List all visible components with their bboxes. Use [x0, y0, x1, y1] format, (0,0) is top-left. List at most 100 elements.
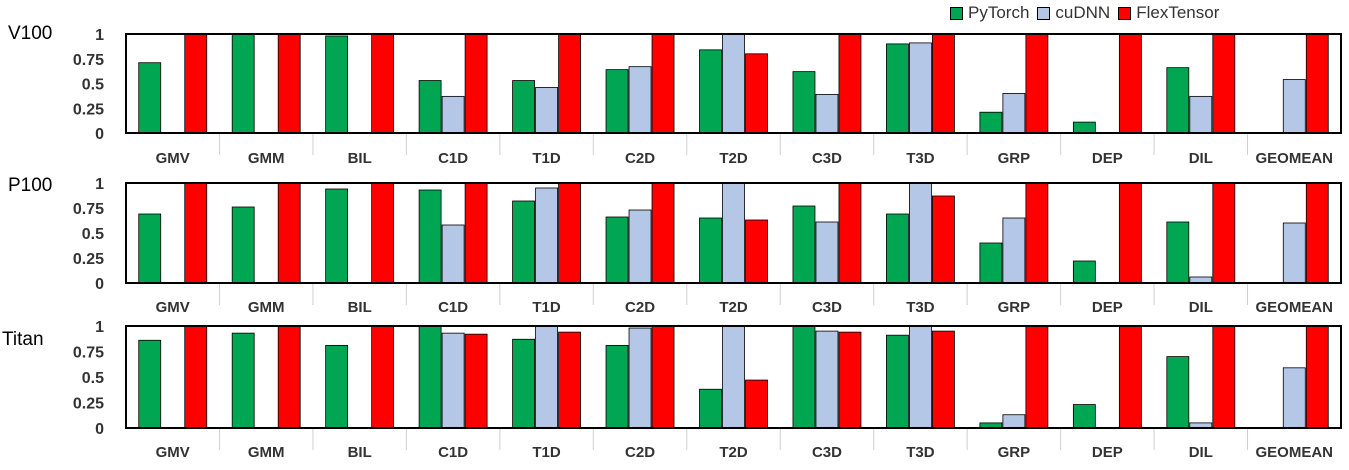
x-tick-label: C1D: [438, 444, 468, 461]
y-tick-label: 0.25: [73, 101, 104, 118]
x-tick-label: GEOMEAN: [1256, 150, 1334, 167]
bar-cudnn-t3d: [909, 182, 932, 284]
bar-cudnn-c2d: [628, 327, 652, 429]
bar-flextensor-t3d: [932, 33, 955, 134]
x-tick-label: C3D: [812, 150, 842, 167]
bar-cudnn-grp: [1002, 93, 1026, 134]
bar-pytorch-c3d: [792, 205, 816, 284]
x-tick-label: C2D: [625, 150, 655, 167]
panel-label: V100: [8, 23, 52, 44]
bar-flextensor-dep: [1118, 182, 1142, 284]
bar-flextensor-t2d: [745, 219, 768, 284]
bar-flextensor-bil: [371, 33, 395, 134]
x-tick-label: T2D: [719, 444, 748, 461]
bar-cudnn-geomean: [1282, 367, 1306, 429]
bar-flextensor-dil: [1212, 182, 1236, 284]
bar-pytorch-t3d: [886, 43, 909, 134]
bar-pytorch-c2d: [605, 216, 629, 284]
x-tick-label: T3D: [906, 299, 935, 316]
x-tick-label: DEP: [1092, 444, 1123, 461]
x-tick-label: GEOMEAN: [1256, 444, 1334, 461]
x-tick-label: C2D: [625, 299, 655, 316]
bar-cudnn-geomean: [1282, 222, 1306, 284]
bar-cudnn-c1d: [441, 224, 465, 284]
bar-pytorch-t2d: [699, 49, 722, 134]
legend-swatch-cudnn: [1037, 6, 1051, 20]
bar-pytorch-t3d: [886, 334, 909, 429]
x-tick-label: BIL: [348, 299, 372, 316]
bar-flextensor-c3d: [838, 33, 862, 134]
bar-pytorch-dil: [1166, 221, 1190, 284]
bar-pytorch-gmm: [231, 206, 255, 284]
bar-flextensor-geomean: [1305, 33, 1329, 134]
chart-panel-p100: P100 0 0.25 0.5 0.75 1 GMV GMM BIL C1D T1D C2D T2D C3…: [8, 175, 1342, 316]
bar-pytorch-dep: [1072, 404, 1096, 429]
bar-pytorch-c2d: [605, 344, 629, 429]
bar-cudnn-grp: [1002, 414, 1026, 429]
bar-cudnn-c2d: [628, 209, 652, 284]
y-tick-label: 0.25: [73, 396, 104, 413]
x-tick-label: T2D: [719, 299, 748, 316]
x-tick-label: GMV: [156, 444, 190, 461]
x-tick-label: GEOMEAN: [1256, 299, 1334, 316]
bar-pytorch-c3d: [792, 325, 816, 429]
x-tick-label: DIL: [1189, 444, 1213, 461]
x-tick-label: C1D: [438, 299, 468, 316]
bar-flextensor-bil: [371, 325, 395, 429]
legend-item-flextensor: FlexTensor: [1118, 3, 1219, 23]
bar-pytorch-gmv: [138, 213, 162, 284]
bar-pytorch-dil: [1166, 67, 1190, 134]
x-tick-label: C3D: [812, 444, 842, 461]
legend: PyTorch cuDNN FlexTensor: [950, 2, 1219, 24]
bar-pytorch-c1d: [418, 189, 442, 284]
y-tick-label: 0.75: [73, 52, 104, 69]
bar-flextensor-dil: [1212, 325, 1236, 429]
bar-flextensor-t1d: [558, 33, 581, 134]
x-tick-label: BIL: [348, 444, 372, 461]
y-tick-label: 0.5: [82, 226, 104, 243]
bar-flextensor-c2d: [651, 33, 675, 134]
x-tick-label: BIL: [348, 150, 372, 167]
bar-pytorch-t1d: [512, 200, 535, 284]
bar-flextensor-grp: [1025, 33, 1049, 134]
x-tick-label: C2D: [625, 444, 655, 461]
bar-flextensor-gmm: [277, 33, 301, 134]
x-tick-label: T1D: [532, 150, 561, 167]
bar-flextensor-t1d: [558, 182, 581, 284]
bar-cudnn-c2d: [628, 66, 652, 134]
bar-cudnn-t2d: [722, 182, 745, 284]
x-tick-label: DEP: [1092, 150, 1123, 167]
y-tick-label: 0: [95, 421, 104, 438]
bar-cudnn-t2d: [722, 33, 745, 134]
y-tick-label: 0.75: [73, 201, 104, 218]
bar-flextensor-gmm: [277, 182, 301, 284]
bar-flextensor-t2d: [745, 53, 768, 134]
x-tick-label: GMM: [248, 444, 285, 461]
y-tick-label: 0.5: [82, 77, 104, 94]
bar-flextensor-c3d: [838, 331, 862, 429]
bar-pytorch-c1d: [418, 80, 442, 134]
bar-pytorch-bil: [325, 35, 349, 134]
bar-pytorch-gmv: [138, 339, 162, 429]
bar-cudnn-c3d: [815, 93, 839, 134]
bar-pytorch-t3d: [886, 213, 909, 284]
x-tick-label: DIL: [1189, 299, 1213, 316]
bar-pytorch-t2d: [699, 217, 722, 284]
y-tick-label: 0.75: [73, 345, 104, 362]
x-tick-label: GRP: [998, 150, 1031, 167]
bar-pytorch-gmv: [138, 62, 162, 134]
bar-flextensor-geomean: [1305, 182, 1329, 284]
x-tick-label: GMV: [156, 150, 190, 167]
legend-swatch-pytorch: [950, 6, 963, 20]
y-tick-label: 0: [95, 126, 104, 143]
y-tick-label: 0.25: [73, 251, 104, 268]
bar-flextensor-c3d: [838, 182, 862, 284]
x-tick-label: DIL: [1189, 150, 1213, 167]
panel-label: Titan: [2, 329, 44, 350]
legend-item-cudnn: cuDNN: [1037, 3, 1110, 23]
bar-pytorch-dil: [1166, 356, 1190, 429]
x-tick-label: C3D: [812, 299, 842, 316]
bar-flextensor-c2d: [651, 325, 675, 429]
